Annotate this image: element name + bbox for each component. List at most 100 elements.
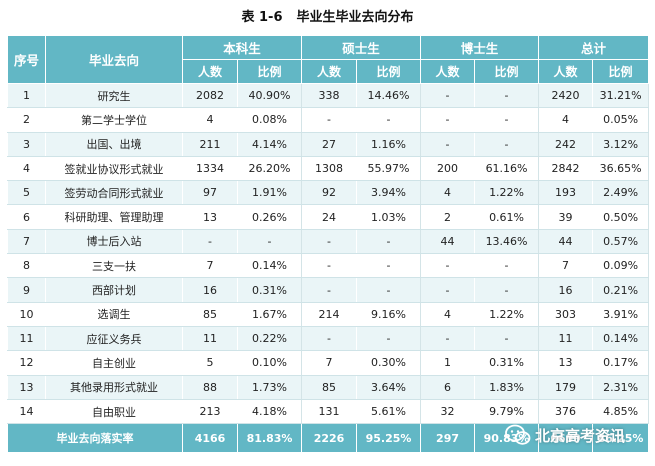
destination-cell: 签就业协议形式就业 [45, 155, 183, 182]
count-cell: - [301, 277, 358, 303]
table-row: 5 签劳动合同形式就业 97 1.91% 92 3.94% 4 1.22% 193 2.49% [7, 180, 650, 206]
ratio-cell: 0.50% [592, 204, 650, 230]
table-row: 9 西部计划 16 0.31% - - - -16 0.21% [7, 277, 650, 303]
table-row: 2 第二学士学位 4 0.08% - - - -4 0.05% [7, 107, 650, 133]
ratio-cell: 0.10% [236, 350, 303, 376]
count-cell: 92 [301, 180, 358, 206]
count-cell: 179 [538, 374, 594, 400]
count-cell: 44 [538, 228, 594, 255]
ratio-cell: 0.30% [356, 350, 422, 376]
count-cell: 376 [538, 398, 594, 425]
row-number-cell: 11 [7, 325, 46, 352]
count-cell: 338 [301, 82, 358, 109]
header-seq: 序号 [7, 35, 46, 84]
count-cell: 6 [420, 374, 476, 400]
ratio-cell: 0.14% [592, 325, 650, 352]
header-ratio: 比例 [592, 59, 650, 84]
count-cell: 131 [301, 398, 358, 425]
destination-cell: 应征义务兵 [45, 325, 183, 352]
ratio-cell: 1.22% [474, 180, 540, 206]
ratio-cell: 0.31% [474, 350, 540, 376]
table-row: 7 博士后入站 - - - -44 13.46% 44 0.57% [7, 228, 650, 255]
count-cell: 2 [420, 204, 476, 230]
header-ratio: 比例 [356, 59, 422, 84]
destination-cell: 三支一扶 [45, 253, 183, 279]
header-group-total: 总计 [538, 35, 650, 60]
ratio-cell: 1.83% [474, 374, 540, 400]
ratio-cell: 14.46% [356, 82, 422, 109]
ratio-cell: 9.16% [356, 301, 422, 327]
header-count: 人数 [301, 59, 358, 84]
row-number-cell: 6 [7, 204, 46, 230]
row-number-cell: 9 [7, 277, 46, 303]
table-number: 表 1-6 [241, 10, 283, 25]
table-row: 13 其他录用形式就业 88 1.73% 85 3.64% 6 1.83% 179 2.31% [7, 374, 650, 400]
count-cell: 24 [301, 204, 358, 230]
ratio-cell: 1.16% [356, 131, 422, 157]
count-cell: 2842 [538, 155, 594, 182]
header-count: 人数 [538, 59, 594, 84]
count-cell: 7 [182, 253, 238, 279]
count-cell: 7 [538, 253, 594, 279]
count-cell: 5 [182, 350, 238, 376]
count-cell: 4 [538, 107, 594, 133]
count-cell: 11 [182, 325, 238, 352]
row-number-cell: 13 [7, 374, 46, 400]
count-cell: 4 [182, 107, 238, 133]
count-cell: - [301, 253, 358, 279]
count-cell: 214 [301, 301, 358, 327]
ratio-cell: 0.21% [592, 277, 650, 303]
ratio-cell: 5.61% [356, 398, 422, 425]
ratio-cell: 1.22% [474, 301, 540, 327]
ratio-cell: 4.85% [592, 398, 650, 425]
count-cell: - [420, 277, 476, 303]
count-cell: 97 [182, 180, 238, 206]
destination-cell: 自主创业 [45, 350, 183, 376]
header-group-undergrad: 本科生 [181, 35, 303, 60]
header-ratio: 比例 [236, 59, 303, 84]
footer-cell: 81.83% [236, 423, 303, 454]
ratio-cell: 3.94% [356, 180, 422, 206]
ratio-cell: 2.49% [592, 180, 650, 206]
table-row: 12 自主创业 5 0.10% 7 0.30% 1 0.31% 13 0.17% [7, 350, 650, 376]
destination-cell: 选调生 [45, 301, 183, 327]
ratio-cell: - [356, 277, 422, 303]
destination-cell: 签劳动合同形式就业 [45, 180, 183, 206]
ratio-cell: - [356, 228, 422, 255]
destination-cell: 自由职业 [45, 398, 183, 425]
count-cell: 200 [420, 155, 476, 182]
count-cell: 303 [538, 301, 594, 327]
wechat-icon [505, 424, 531, 446]
table-row: 4 签就业协议形式就业 1334 26.20% 1308 55.97% 200 61.16% 2… [7, 155, 650, 182]
count-cell: 13 [182, 204, 238, 230]
table-row: 8 三支一扶 7 0.14% - - - -7 0.09% [7, 253, 650, 279]
ratio-cell: 0.08% [236, 107, 303, 133]
footer-cell: 2226 [301, 423, 358, 454]
ratio-cell: 0.14% [236, 253, 303, 279]
ratio-cell: 0.31% [236, 277, 303, 303]
destination-cell: 研究生 [45, 82, 183, 109]
table-row: 1 研究生 2082 40.90% 338 14.46% - -2420 31.21% [7, 82, 650, 109]
header-count: 人数 [420, 59, 476, 84]
header-count: 人数 [182, 59, 238, 84]
count-cell: - [420, 82, 476, 109]
table-caption: 毕业生毕业去向分布 [296, 10, 414, 25]
destination-table: 序号 毕业去向 本科生 硕士生 博士生 总计 人数 比例 人数 比例 人数 比例… [7, 35, 650, 454]
table-body: 1 研究生 2082 40.90% 338 14.46% - -2420 31.21% 2 第二学士… [7, 82, 650, 425]
row-number-cell: 14 [7, 398, 46, 425]
header-ratio: 比例 [474, 59, 540, 84]
table-title: 表 1-6 毕业生毕业去向分布 [0, 6, 655, 25]
count-cell: - [301, 107, 358, 133]
count-cell: 32 [420, 398, 476, 425]
count-cell: - [420, 253, 476, 279]
footer-label: 毕业去向落实率 [7, 423, 183, 454]
count-cell: 39 [538, 204, 594, 230]
destination-cell: 出国、出境 [45, 131, 183, 157]
count-cell: 1 [420, 350, 476, 376]
count-cell: 1308 [301, 155, 358, 182]
footer-cell: 95.25% [356, 423, 422, 454]
row-number-cell: 8 [7, 253, 46, 279]
count-cell: 211 [182, 131, 238, 157]
count-cell: - [301, 228, 358, 255]
